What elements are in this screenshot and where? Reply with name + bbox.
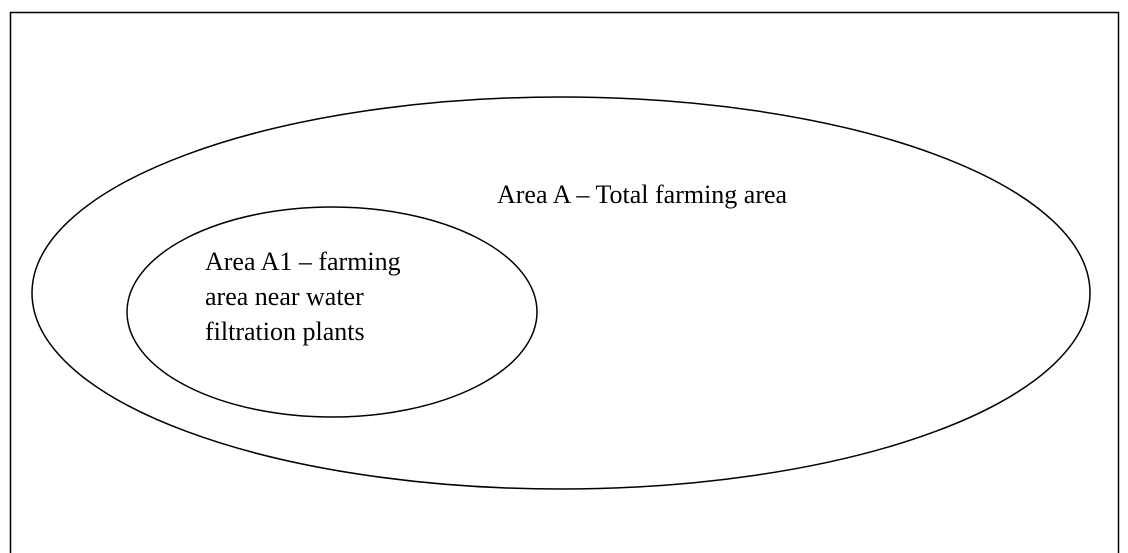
area-a1-label-line: area near water [205,282,364,311]
frame [9,11,1120,553]
area-a-ellipse [31,96,1091,490]
area-a1-ellipse [126,206,538,418]
area-a1-label-line: filtration plants [205,317,365,346]
area-a-label: Area A – Total farming area [497,180,788,209]
area-a1-label-line: Area A1 – farming [205,247,401,276]
